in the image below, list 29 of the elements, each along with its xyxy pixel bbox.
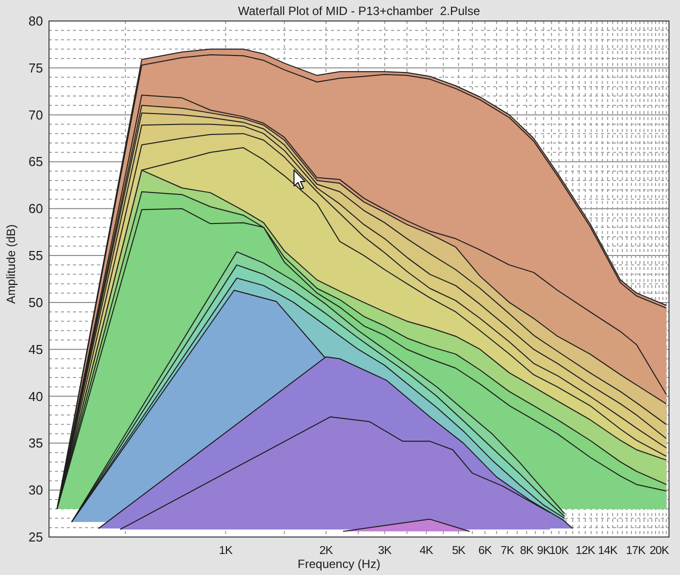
x-axis-title: Frequency (Hz)	[298, 557, 380, 571]
chart-title: Waterfall Plot of MID - P13+chamber 2.Pulse	[238, 4, 480, 18]
x-tick-label: 12K	[576, 545, 596, 557]
y-tick-label: 65	[28, 154, 43, 170]
y-tick-label: 35	[28, 436, 43, 451]
y-tick-label: 40	[28, 388, 43, 404]
x-tick-label: 20K	[650, 545, 670, 557]
x-tick-label: 10K	[549, 545, 570, 557]
x-tick-label: 17K	[626, 545, 646, 557]
y-tick-label: 25	[28, 530, 43, 544]
x-tick-label: 7K	[500, 545, 515, 557]
x-tick-label: 5K	[452, 545, 466, 557]
x-tick-label: 3K	[378, 545, 392, 557]
y-axis-title: Amplitude (dB)	[4, 224, 18, 304]
y-tick-label: 55	[28, 248, 43, 264]
x-tick-label: 14K	[598, 545, 618, 557]
x-tick-label: 1K	[219, 545, 234, 557]
x-tick-label: 6K	[478, 545, 492, 557]
x-tick-label: 4K	[420, 545, 434, 557]
y-tick-label: 60	[28, 201, 43, 216]
y-tick-label: 50	[28, 294, 43, 310]
y-tick-label: 70	[28, 107, 43, 122]
y-tick-label: 75	[28, 60, 43, 76]
y-tick-label: 80	[28, 14, 43, 28]
x-tick-label: 2K	[319, 545, 334, 557]
y-tick-label: 45	[28, 342, 43, 357]
y-tick-label: 30	[28, 482, 43, 498]
x-tick-label: 9K	[537, 545, 552, 557]
x-tick-label: 8K	[520, 545, 534, 557]
